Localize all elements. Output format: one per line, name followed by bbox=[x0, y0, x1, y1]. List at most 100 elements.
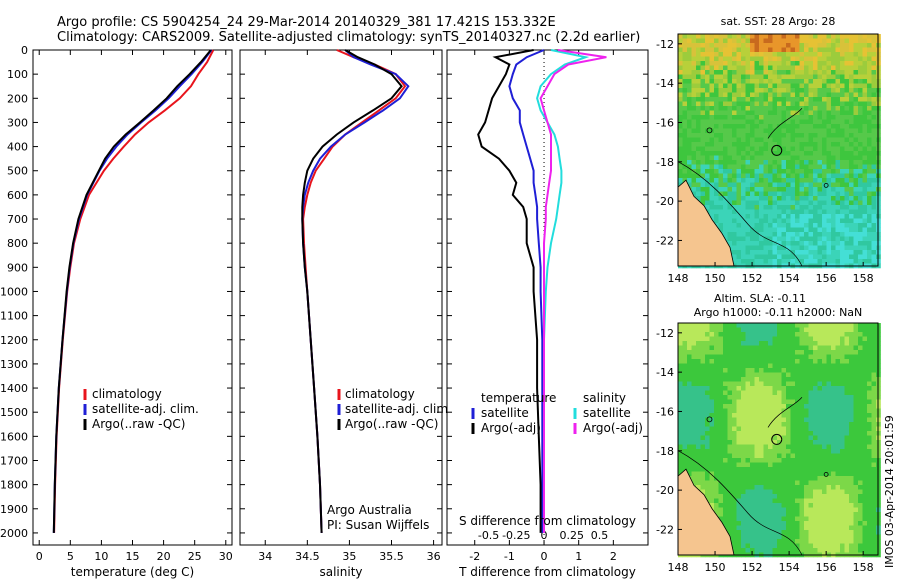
map-cell bbox=[763, 218, 769, 224]
map-cell bbox=[781, 494, 787, 499]
map-cell bbox=[745, 61, 751, 66]
map-cell bbox=[741, 413, 746, 418]
map-cell bbox=[714, 426, 719, 432]
map-cell bbox=[745, 512, 751, 517]
map-cell bbox=[768, 173, 773, 179]
map-cell bbox=[750, 182, 755, 188]
map-cell bbox=[813, 350, 818, 355]
map-cell bbox=[835, 182, 841, 188]
map-cell bbox=[844, 363, 850, 369]
map-cell bbox=[790, 521, 796, 526]
map-cell bbox=[709, 38, 715, 44]
map-cell bbox=[790, 390, 796, 396]
map-cell bbox=[714, 52, 719, 57]
map-cell bbox=[867, 119, 872, 125]
map-cell bbox=[871, 327, 877, 333]
map-cell bbox=[808, 386, 814, 391]
map-cell bbox=[867, 52, 872, 57]
map-cell bbox=[741, 223, 746, 228]
map-cell bbox=[840, 173, 845, 179]
map-cell bbox=[822, 494, 827, 499]
map-cell bbox=[781, 79, 787, 84]
map-y-tick-label: -20 bbox=[656, 484, 674, 497]
map-x-tick-label: 152 bbox=[742, 272, 763, 285]
map-cell bbox=[700, 408, 706, 414]
map-cell bbox=[723, 435, 728, 441]
map-cell bbox=[858, 336, 863, 342]
map-cell bbox=[871, 142, 877, 147]
map-cell bbox=[750, 52, 755, 57]
map-cell bbox=[705, 471, 710, 477]
map-cell bbox=[808, 110, 814, 116]
map-cell bbox=[831, 534, 836, 540]
map-x-tick-label: 150 bbox=[705, 272, 726, 285]
map-cell bbox=[871, 155, 877, 161]
map-cell bbox=[862, 516, 868, 522]
map-cell bbox=[745, 146, 751, 152]
map-cell bbox=[696, 56, 701, 62]
map-cell bbox=[705, 164, 710, 170]
map-cell bbox=[723, 227, 728, 233]
map-cell bbox=[678, 404, 683, 409]
map-cell bbox=[781, 124, 787, 129]
map-cell bbox=[867, 173, 872, 179]
map-cell bbox=[822, 363, 827, 369]
map-cell bbox=[745, 254, 751, 260]
map-cell bbox=[853, 200, 859, 206]
map-cell bbox=[745, 494, 751, 499]
map-cell bbox=[840, 539, 845, 544]
map-cell bbox=[786, 56, 791, 62]
map-cell bbox=[826, 142, 832, 147]
map-cell bbox=[849, 453, 854, 459]
map-cell bbox=[871, 124, 877, 129]
map-cell bbox=[723, 462, 728, 468]
map-cell bbox=[786, 363, 791, 369]
map-cell bbox=[777, 227, 782, 233]
map-cell bbox=[768, 106, 773, 111]
map-cell bbox=[822, 462, 827, 468]
map-cell bbox=[862, 232, 868, 237]
map-cell bbox=[777, 187, 782, 192]
legend-label: satellite-adj. clim. bbox=[345, 402, 452, 416]
map-cell bbox=[772, 381, 778, 387]
map-cell bbox=[840, 507, 845, 513]
map-cell bbox=[759, 133, 764, 138]
map-cell bbox=[781, 227, 787, 233]
map-cell bbox=[786, 155, 791, 161]
map-cell bbox=[754, 56, 760, 62]
map-cell bbox=[862, 83, 868, 89]
map-cell bbox=[750, 395, 755, 400]
map-cell bbox=[709, 182, 715, 188]
map-cell bbox=[754, 191, 760, 197]
map-cell bbox=[678, 363, 683, 369]
map-cell bbox=[736, 404, 742, 409]
legend-label: climatology bbox=[345, 387, 415, 401]
map-cell bbox=[795, 323, 800, 328]
map-cell bbox=[799, 119, 805, 125]
map-cell bbox=[790, 494, 796, 499]
map-cell bbox=[822, 115, 827, 120]
map-cell bbox=[871, 173, 877, 179]
map-cell bbox=[804, 259, 809, 264]
map-cell bbox=[777, 512, 782, 517]
map-cell bbox=[849, 327, 854, 333]
map-cell bbox=[826, 350, 832, 355]
map-cell bbox=[759, 106, 764, 111]
map-cell bbox=[700, 133, 706, 138]
map-cell bbox=[777, 386, 782, 391]
map-cell bbox=[750, 241, 755, 246]
map-cell bbox=[799, 363, 805, 369]
map-cell bbox=[750, 507, 755, 513]
map-cell bbox=[750, 146, 755, 152]
map-cell bbox=[736, 449, 742, 454]
map-cell bbox=[705, 97, 710, 102]
map-cell bbox=[813, 341, 818, 346]
map-cell bbox=[745, 354, 751, 360]
map-cell bbox=[804, 182, 809, 188]
map-cell bbox=[813, 381, 818, 387]
map-cell bbox=[732, 43, 737, 48]
map-cell bbox=[786, 92, 791, 98]
map-cell bbox=[867, 377, 872, 382]
map-cell bbox=[678, 56, 683, 62]
map-cell bbox=[727, 503, 733, 508]
